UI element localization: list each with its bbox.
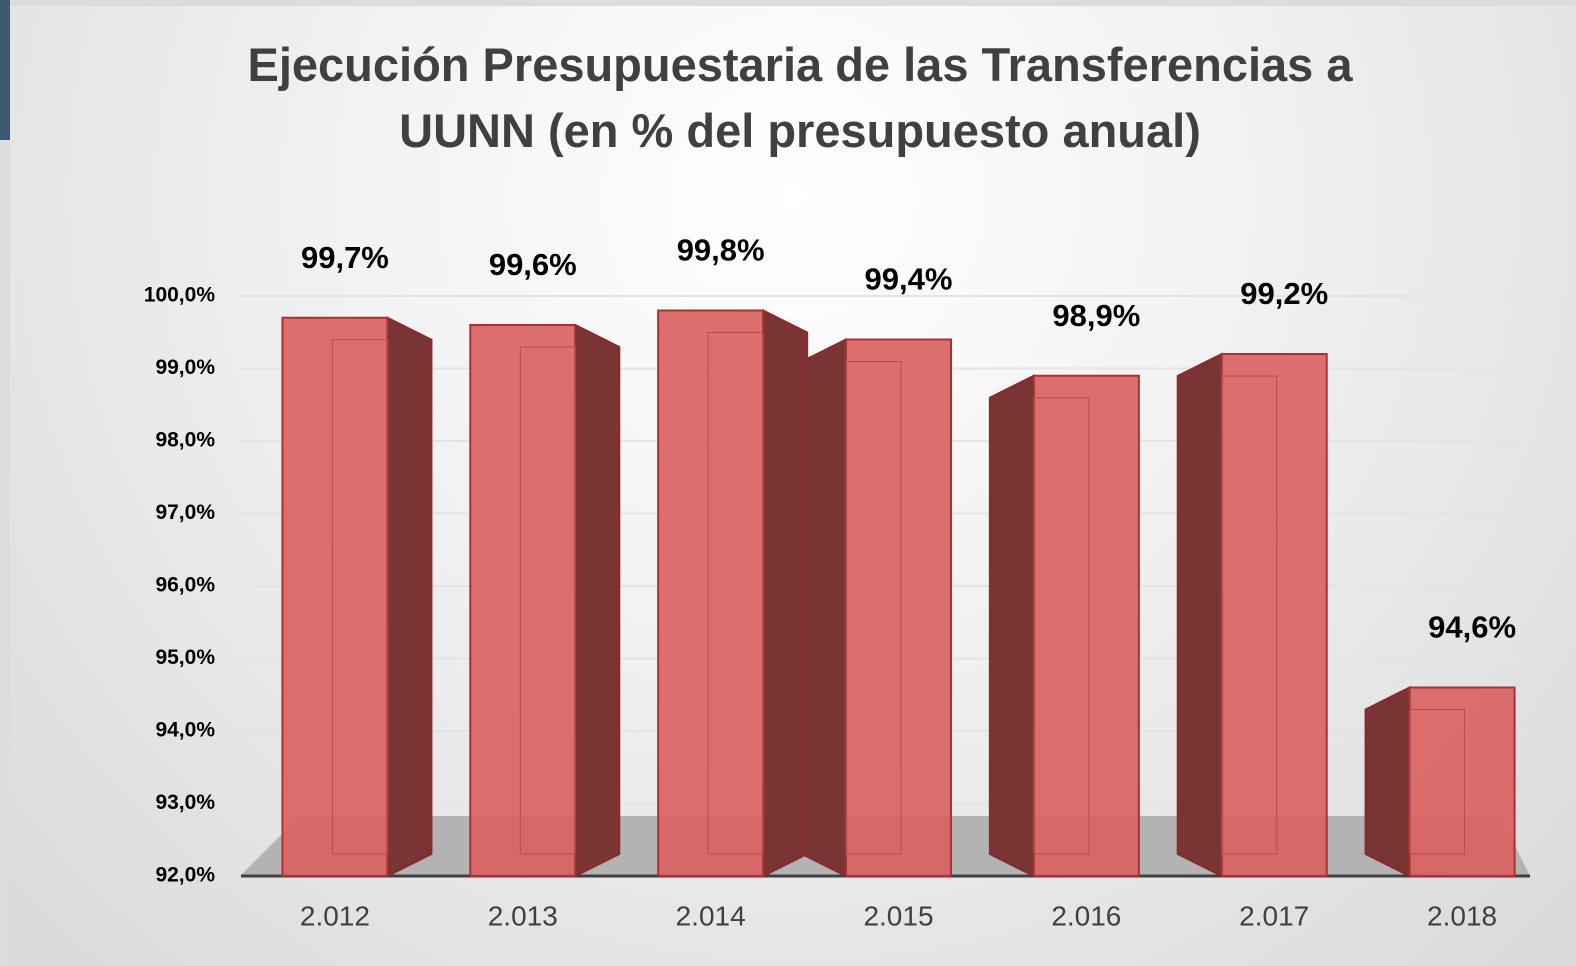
data-label: 99,8% xyxy=(677,233,765,268)
bar-inner-edge xyxy=(519,346,576,855)
bar-inner-edge xyxy=(331,339,388,855)
bar-side xyxy=(801,337,847,878)
y-tick-label: 96,0% xyxy=(155,574,215,597)
bar xyxy=(1408,686,1516,877)
bar xyxy=(845,338,952,877)
data-label: 99,4% xyxy=(865,262,953,297)
bar-side xyxy=(386,316,433,878)
window-edge xyxy=(0,0,10,140)
bar-side xyxy=(762,308,809,878)
bar-side xyxy=(1364,685,1411,878)
bar xyxy=(469,324,577,877)
chart-title: Ejecución Presupuestaria de las Transfer… xyxy=(247,38,1353,157)
y-tick-label: 97,0% xyxy=(155,501,215,524)
bar-side xyxy=(1176,352,1223,878)
bar-inner-edge xyxy=(707,332,764,855)
bar-inner-edge xyxy=(1221,375,1278,855)
data-label: 99,7% xyxy=(301,240,389,275)
data-label: 98,9% xyxy=(1052,298,1140,333)
y-tick-label: 92,0% xyxy=(155,864,215,887)
bar xyxy=(1220,353,1328,877)
data-label: 99,2% xyxy=(1240,276,1328,311)
x-tick-label: 2.016 xyxy=(1051,900,1121,931)
y-tick-label: 93,0% xyxy=(155,791,215,814)
data-label: 94,6% xyxy=(1428,610,1516,645)
y-tick-label: 100,0% xyxy=(144,284,216,307)
y-tick-label: 94,0% xyxy=(155,719,215,742)
bar-side xyxy=(574,323,621,878)
x-tick-label: 2.012 xyxy=(300,900,370,931)
x-tick-label: 2.013 xyxy=(488,900,558,931)
bar xyxy=(657,309,765,877)
x-tick-label: 2.017 xyxy=(1239,900,1309,931)
bar-inner-edge xyxy=(845,361,902,855)
bar-side xyxy=(988,374,1035,878)
y-tick-label: 99,0% xyxy=(155,356,215,379)
y-tick-label: 98,0% xyxy=(155,429,215,452)
data-label: 99,6% xyxy=(489,247,577,282)
x-tick-label: 2.015 xyxy=(863,900,933,931)
bar-inner-edge xyxy=(1033,397,1090,855)
x-tick-label: 2.018 xyxy=(1427,900,1497,931)
bar-inner-edge xyxy=(1409,709,1466,855)
y-tick-label: 95,0% xyxy=(155,646,215,669)
bar xyxy=(1032,374,1140,877)
bar xyxy=(281,316,389,877)
x-tick-label: 2.014 xyxy=(676,900,746,931)
